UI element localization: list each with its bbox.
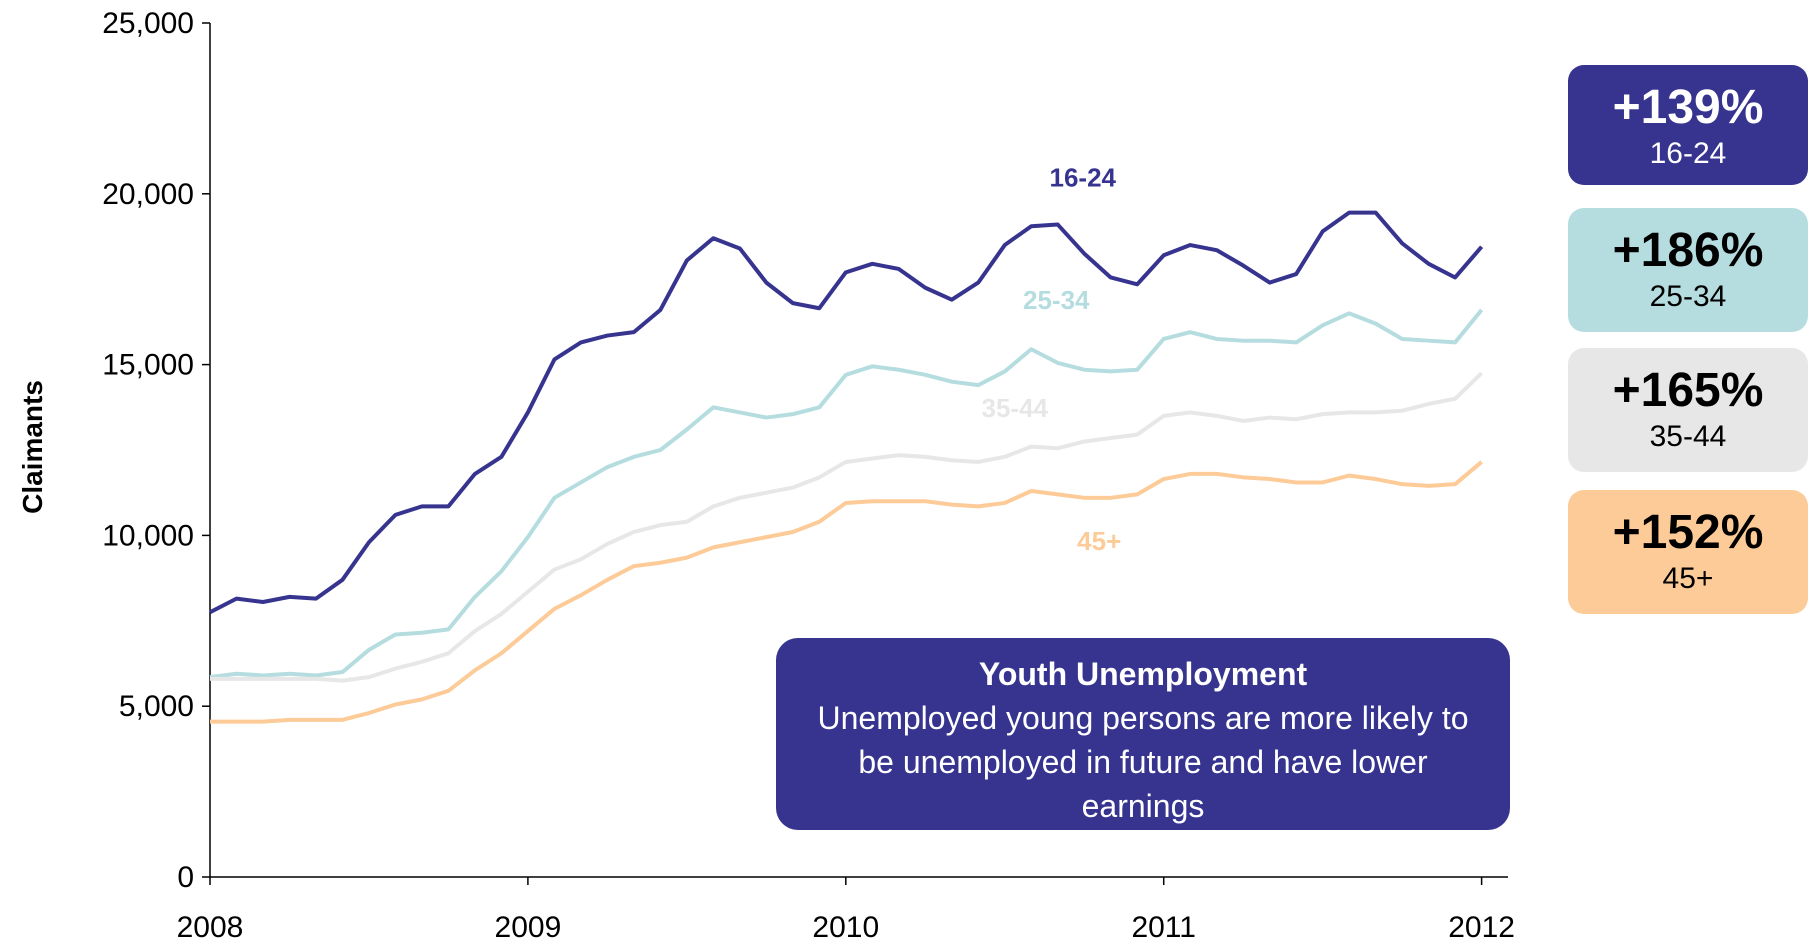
y-tick-label: 10,000: [102, 519, 194, 552]
x-tick-label: 2009: [495, 911, 562, 944]
badge-percent: +165%: [1612, 364, 1764, 417]
series-labels: 16-24 25-34 35-44 45+: [982, 163, 1122, 556]
y-tick-label: 0: [177, 861, 194, 894]
callout-title: Youth Unemployment: [978, 656, 1308, 692]
y-axis-title: Claimants: [17, 380, 48, 514]
y-tick-label: 15,000: [102, 349, 194, 382]
series-line-16-24: [209, 210, 1484, 615]
x-tick-label: 2012: [1448, 911, 1515, 944]
y-tick-label: 25,000: [102, 7, 194, 40]
y-tick-label: 20,000: [102, 178, 194, 211]
tick-labels: 0 5,000 10,000 15,000 20,000 25,000 2008 2009 20…: [102, 7, 1515, 944]
series-line-25-34: [209, 308, 1484, 680]
series-label: 35-44: [982, 393, 1049, 423]
series-label: 45+: [1077, 526, 1121, 556]
series-line-35-44: [210, 371, 1484, 683]
badge-group: 45+: [1662, 562, 1714, 595]
badge-16-24: +139% 16-24: [1568, 65, 1808, 185]
series-lines: [209, 210, 1484, 724]
badge-percent: +186%: [1612, 224, 1764, 277]
badge-25-34: +186% 25-34: [1568, 208, 1808, 332]
series-label: 25-34: [1023, 285, 1090, 315]
x-tick-label: 2011: [1131, 911, 1196, 944]
badge-35-44: +165% 35-44: [1568, 348, 1808, 472]
callout-body: Unemployed young persons are more likely…: [817, 700, 1469, 824]
youth-unemployment-callout: Youth Unemployment Unemployed young pers…: [776, 638, 1510, 830]
badge-group: 16-24: [1649, 137, 1727, 170]
series-line-45+: [210, 460, 1483, 724]
chart-axes: [202, 22, 1508, 885]
line-chart: 0 5,000 10,000 15,000 20,000 25,000 2008 2009 20…: [17, 7, 1515, 944]
badge-group: 35-44: [1649, 420, 1727, 453]
x-tick-label: 2008: [177, 911, 244, 944]
badge-group: 25-34: [1649, 280, 1727, 313]
badge-percent: +152%: [1612, 506, 1764, 559]
x-tick-label: 2010: [812, 911, 879, 944]
y-tick-label: 5,000: [119, 690, 194, 723]
series-label: 16-24: [1049, 163, 1116, 193]
badge-45-plus: +152% 45+: [1568, 490, 1808, 614]
badge-percent: +139%: [1612, 81, 1764, 134]
